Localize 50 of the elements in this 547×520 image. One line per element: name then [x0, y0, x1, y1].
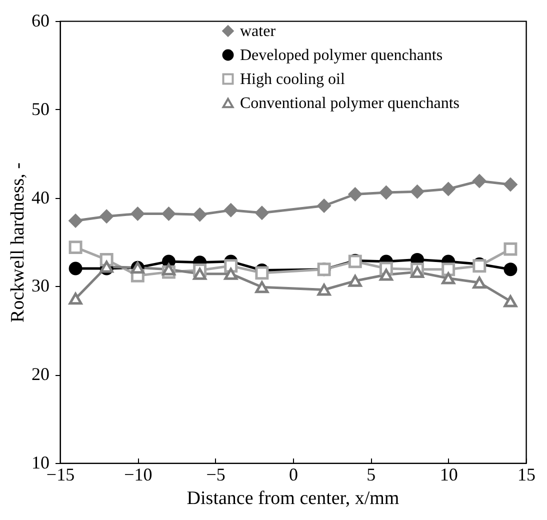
point — [317, 284, 331, 296]
point — [472, 174, 486, 188]
point — [379, 268, 393, 281]
y-tick-label: 40 — [32, 187, 50, 208]
point — [504, 178, 518, 192]
point — [442, 272, 456, 284]
legend-label: High cooling oil — [240, 71, 346, 88]
legend-label: water — [240, 23, 276, 40]
point — [68, 240, 82, 254]
point — [348, 274, 362, 287]
point — [504, 295, 518, 308]
x-tick-label: 5 — [366, 464, 376, 484]
point — [162, 263, 176, 276]
y-tick-label: 60 — [32, 10, 50, 30]
point — [224, 268, 238, 280]
point — [442, 262, 456, 276]
point — [255, 206, 269, 220]
x-tick-label: −5 — [206, 464, 226, 484]
point — [193, 268, 207, 280]
x-tick-label: −10 — [124, 464, 152, 484]
point — [193, 208, 207, 222]
point — [224, 203, 238, 217]
point — [348, 188, 362, 201]
point — [410, 184, 424, 198]
point — [162, 206, 176, 220]
x-axis-title: Distance from center, x/mm — [186, 488, 400, 510]
point — [504, 242, 518, 256]
point — [68, 292, 82, 305]
point — [504, 262, 518, 276]
point — [379, 186, 393, 200]
point — [68, 262, 82, 276]
point — [410, 266, 424, 278]
y-tick-label: 50 — [32, 98, 50, 119]
y-tick-label: 20 — [32, 364, 50, 384]
point — [442, 182, 456, 196]
legend-label: Conventional polymer quenchants — [240, 95, 460, 112]
point — [100, 260, 114, 273]
legend-label: Developed polymer quenchants — [240, 47, 443, 64]
point — [472, 276, 486, 289]
point — [317, 199, 331, 212]
point — [130, 206, 144, 220]
y-axis-title: Rockwell hardness, - — [8, 162, 28, 322]
point — [255, 281, 269, 294]
x-tick-label: 0 — [289, 464, 298, 484]
y-tick-label: 30 — [32, 276, 50, 296]
x-tick-label: 15 — [518, 464, 536, 484]
point — [68, 214, 82, 228]
x-tick-label: 10 — [440, 464, 458, 484]
point — [255, 266, 269, 280]
point — [100, 210, 114, 224]
